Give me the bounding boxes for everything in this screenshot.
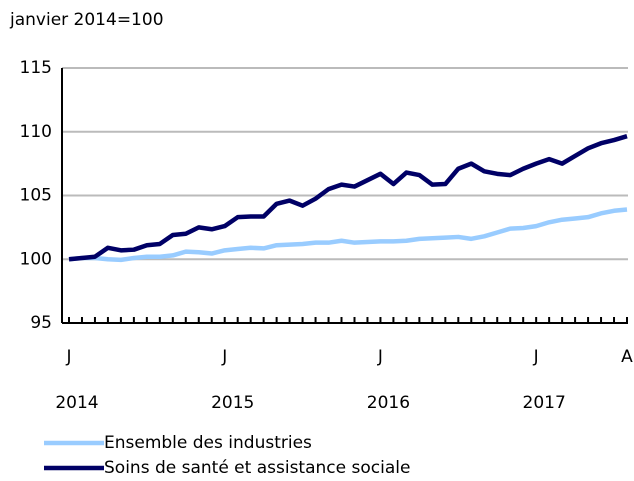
y-tick-label: 110 [20,122,52,142]
x-tick-label: J [221,347,227,367]
x-tick-label: J [533,347,539,367]
year-label: 2015 [211,393,254,413]
legend-label: Ensemble des industries [104,433,312,453]
y-tick-label: 100 [20,249,52,269]
x-tick-label: J [377,347,383,367]
series-line [68,134,628,262]
y-tick-label: 95 [30,313,52,333]
legend-label: Soins de santé et assistance sociale [104,458,410,478]
y-axis-label: janvier 2014=100 [9,10,164,30]
year-label: 2014 [55,393,98,413]
y-tick-label: 105 [20,186,52,206]
x-tick-label: A [621,347,633,367]
y-tick-label: 115 [20,58,52,78]
year-label: 2016 [367,393,410,413]
series-line [68,207,628,263]
x-tick-label: J [65,347,71,367]
year-label: 2017 [523,393,566,413]
